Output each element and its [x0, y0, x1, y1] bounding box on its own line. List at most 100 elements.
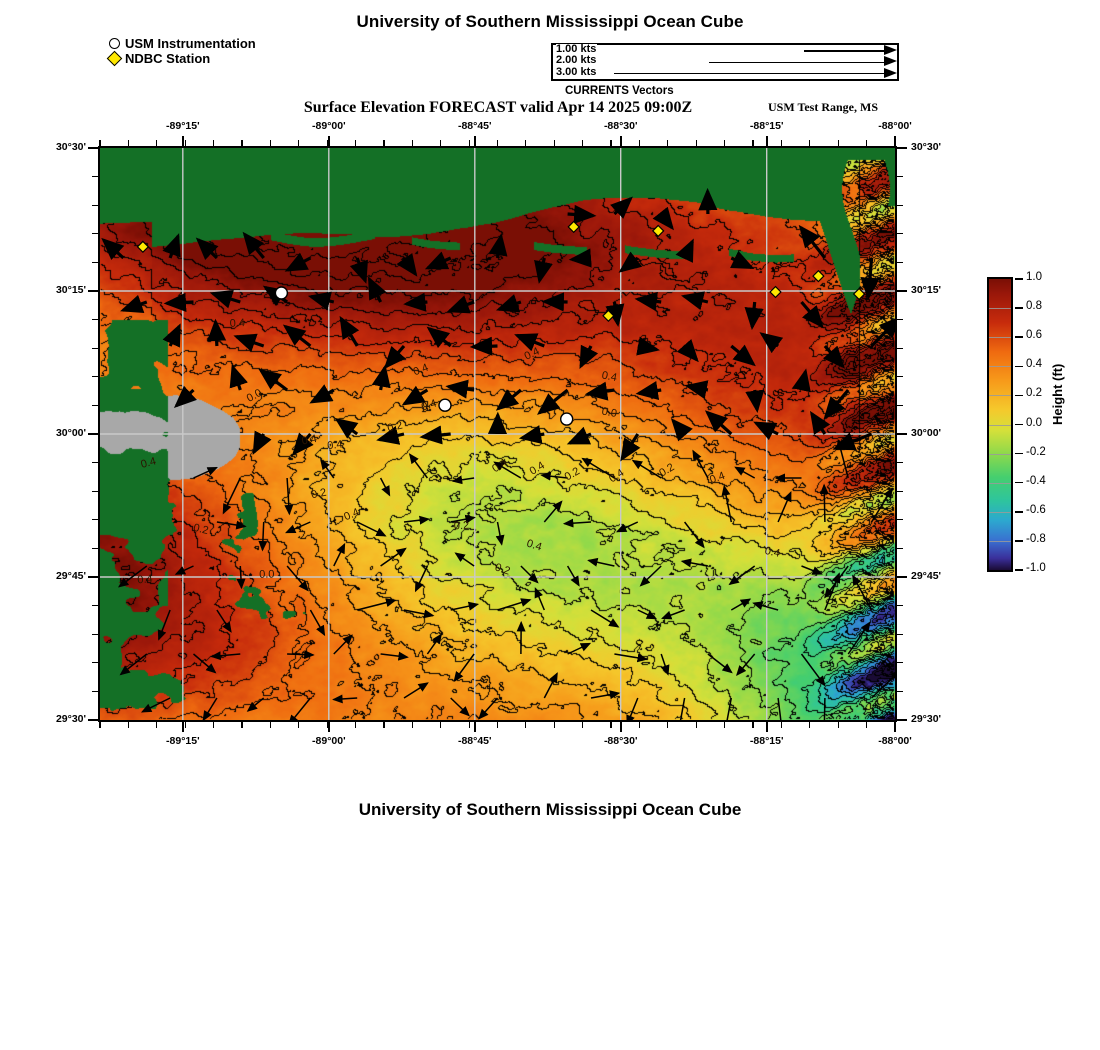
current-vector — [229, 364, 248, 391]
current-vector — [680, 291, 709, 311]
usm-instrumentation-marker[interactable] — [560, 412, 574, 426]
current-vector — [120, 294, 148, 313]
colorbar-tick — [1015, 307, 1023, 309]
ndbc-station-marker[interactable] — [812, 269, 825, 283]
axis-minor-tick — [752, 722, 754, 728]
axis-minor-tick — [780, 722, 783, 728]
current-vector — [242, 231, 265, 260]
current-vector — [246, 697, 265, 712]
lat-axis-label: 29°45' — [911, 570, 942, 582]
current-vector — [117, 565, 148, 588]
current-vector — [730, 598, 752, 611]
ndbc-station-marker[interactable] — [136, 240, 150, 254]
axis-major-tick — [88, 719, 98, 721]
ndbc-station-marker[interactable] — [651, 224, 665, 238]
current-vector — [581, 457, 615, 479]
current-vector — [721, 484, 733, 523]
axis-minor-tick — [667, 722, 669, 728]
current-vector — [736, 653, 756, 676]
axis-major-tick — [88, 147, 98, 149]
axis-minor-tick — [440, 722, 442, 728]
current-vector — [403, 515, 430, 525]
current-vector — [287, 650, 315, 660]
vector-legend-row: 2.00 kts — [553, 55, 897, 67]
contour-label: 0.4 — [420, 397, 438, 413]
current-vector — [620, 433, 641, 462]
usm-instrumentation-marker[interactable] — [274, 286, 289, 300]
current-vector — [101, 237, 125, 261]
axis-minor-tick — [897, 347, 903, 349]
legend-label-usm-instrumentation: USM Instrumentation — [125, 36, 256, 51]
contour-label: 0.4 — [327, 439, 343, 453]
colorbar-separator — [989, 453, 1011, 455]
axis-minor-tick — [897, 233, 903, 235]
current-vector — [734, 466, 756, 479]
current-vector — [744, 301, 764, 331]
lat-axis-label: 29°30' — [911, 713, 942, 725]
ndbc-station-marker[interactable] — [602, 309, 615, 323]
current-vector — [567, 204, 597, 225]
footer-title: University of Southern Mississippi Ocean… — [358, 800, 742, 819]
current-vector — [426, 633, 443, 655]
axis-minor-tick — [866, 722, 868, 728]
current-vector — [282, 324, 312, 348]
axis-minor-tick — [610, 722, 612, 728]
axis-minor-tick — [897, 605, 903, 607]
current-vector — [543, 500, 563, 523]
current-vector — [684, 380, 709, 400]
axis-minor-tick — [897, 719, 903, 721]
axis-minor-tick — [897, 376, 903, 378]
ndbc-station-marker[interactable] — [567, 220, 580, 234]
current-vector — [419, 425, 451, 445]
colorbar-tick — [1015, 394, 1023, 397]
current-vector — [587, 557, 615, 567]
current-vector — [567, 642, 592, 655]
axis-minor-tick — [468, 722, 470, 728]
vector-shaft — [709, 61, 884, 64]
axis-minor-tick — [695, 722, 697, 728]
current-vector — [450, 697, 470, 717]
current-vector — [618, 251, 643, 273]
ndbc-station-marker[interactable] — [769, 285, 782, 299]
axis-minor-tick — [897, 290, 903, 292]
vector-arrowhead-icon — [884, 45, 897, 55]
current-vector — [252, 430, 272, 455]
contour-label: 0.2 — [310, 487, 327, 502]
current-vector — [284, 477, 294, 516]
usm-instrumentation-marker[interactable] — [438, 398, 452, 412]
lon-axis-label: -88°45' — [457, 735, 492, 747]
diamond-marker-icon — [106, 50, 123, 67]
contour-label: 0.4 — [523, 345, 542, 362]
currents-vector-caption: CURRENTS Vectors — [565, 85, 674, 97]
forecast-map[interactable]: 0.4 0.4 0.4 0.4 0.4 0.4 0.4 0.2 0.4 0.4 0.2 0.4 0.2 0… — [98, 146, 897, 722]
axis-minor-tick — [326, 722, 328, 728]
current-vector — [162, 323, 181, 348]
current-vector — [605, 301, 625, 328]
axis-minor-tick — [897, 633, 903, 635]
current-vector — [195, 237, 219, 260]
lon-axis-label: -88°00' — [878, 735, 912, 747]
current-vector — [800, 300, 824, 329]
current-vector — [562, 518, 592, 528]
current-vector — [236, 565, 246, 590]
lat-axis-label: 30°15' — [55, 284, 86, 296]
colorbar-tick — [1015, 365, 1023, 368]
current-vector — [286, 565, 309, 592]
vector-legend-row: 1.00 kts — [553, 44, 897, 56]
current-vector — [615, 521, 639, 533]
axis-minor-tick — [241, 722, 243, 728]
current-vector — [163, 292, 194, 312]
axis-major-tick — [897, 147, 907, 149]
ndbc-station-marker[interactable] — [852, 287, 866, 301]
current-vector — [291, 432, 314, 456]
lon-axis-label: -88°15' — [749, 735, 784, 747]
colorbar-tick — [1015, 278, 1023, 280]
current-vector — [801, 565, 823, 575]
colorbar-separator — [989, 511, 1011, 513]
current-vector — [871, 669, 895, 699]
colorbar-separator — [989, 395, 1011, 397]
current-vector — [495, 521, 505, 546]
vector-arrowhead-icon — [884, 56, 897, 67]
contour-label: 0.2 — [493, 561, 511, 577]
colorbar-tick-label: -0.4 — [1026, 474, 1046, 487]
